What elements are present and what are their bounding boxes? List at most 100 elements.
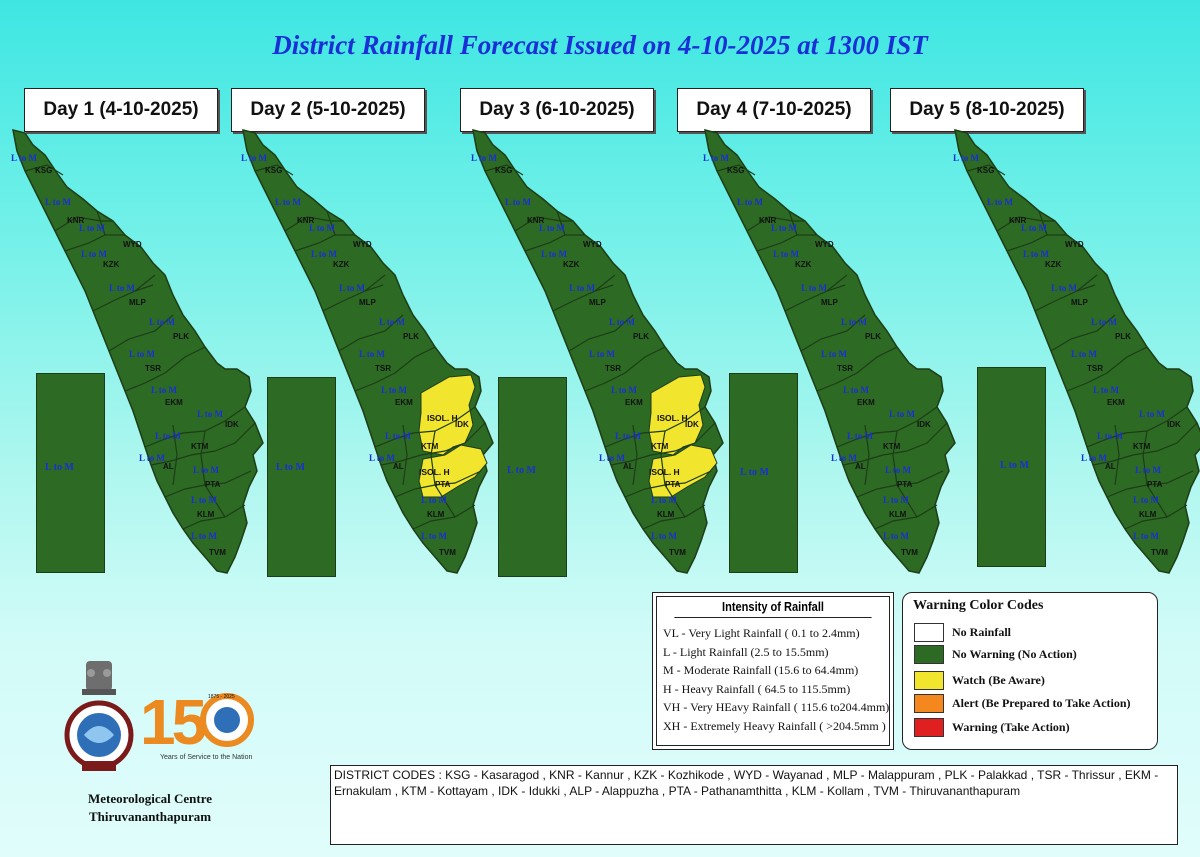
district-border-4 — [568, 314, 634, 352]
forecast-label-4: L to M — [801, 283, 828, 293]
intensity-legend-title: Intensity of Rainfall — [674, 597, 872, 618]
warning-item-warning: Warning (Take Action) — [914, 718, 1070, 737]
district-label-tsr: TSR — [837, 364, 853, 373]
swatch-no-rainfall — [914, 623, 944, 642]
forecast-label-3: L to M — [773, 249, 800, 259]
kerala-map-day-5: KSG KNR WYD KZK MLP PLK TSR EKM IDK KTM AL PTA KLM TV… — [953, 128, 1200, 574]
district-border-1 — [746, 216, 805, 232]
district-border-5 — [124, 346, 206, 392]
intensity-legend: Intensity of Rainfall VL - Very Light Ra… — [652, 592, 894, 750]
district-border-2 — [294, 234, 355, 252]
district-label-ekm: EKM — [165, 398, 183, 407]
swatch-warning — [914, 718, 944, 737]
district-label-klm: KLM — [197, 510, 215, 519]
forecast-label-6: L to M — [129, 349, 156, 359]
forecast-label-9: L to M — [847, 431, 874, 441]
forecast-label-10: L to M — [1081, 453, 1108, 463]
district-border-3 — [92, 284, 154, 312]
district-border-12 — [96, 210, 106, 236]
forecast-label-4: L to M — [1051, 283, 1078, 293]
district-label-tvm: TVM — [1151, 548, 1168, 557]
district-label-alp: AL — [393, 462, 404, 471]
warning-item-no-warning: No Warning (No Action) — [914, 645, 1077, 664]
district-border-0 — [24, 164, 64, 176]
anniversary-year-range: 1875 - 2025 — [208, 694, 235, 700]
day-1-header: Day 1 (4-10-2025) — [24, 88, 218, 132]
district-label-ksg: KSG — [727, 166, 744, 175]
warning-label-warning: Warning (Take Action) — [952, 720, 1070, 734]
forecast-label-1: L to M — [505, 197, 532, 207]
district-border-4 — [1050, 314, 1116, 352]
forecast-label-7: L to M — [1093, 385, 1120, 395]
forecast-label-0: L to M — [953, 153, 980, 163]
forecast-label-10: L to M — [369, 453, 396, 463]
intensity-row-xh: XH - Extremely Heavy Rainfall ( >204.5mm… — [663, 718, 886, 733]
intensity-row-m: M - Moderate Rainfall (15.6 to 64.4mm) — [663, 663, 859, 677]
forecast-label-5: L to M — [841, 317, 868, 327]
district-label-kzk: KZK — [333, 260, 350, 269]
district-border-11 — [200, 430, 226, 518]
org-line-2: Thiruvananthapuram — [88, 809, 212, 824]
district-border-7 — [150, 422, 256, 466]
kerala-map-day-2: KSG KNR WYD KZK MLP PLK TSR EKM IDK KTM AL PTA KLM TV… — [241, 128, 494, 574]
district-border-6 — [1086, 406, 1188, 448]
warning-legend-title: Warning Color Codes — [913, 598, 1044, 613]
anniversary-tagline: Years of Service to the Nation — [160, 754, 253, 761]
kerala-outline — [704, 128, 956, 574]
district-border-6 — [144, 406, 246, 448]
district-label-kzk: KZK — [1045, 260, 1062, 269]
district-border-7 — [1092, 422, 1198, 466]
district-label-ekm: EKM — [625, 398, 643, 407]
warning-label-no-warning: No Warning (No Action) — [952, 647, 1077, 661]
district-border-3 — [1034, 284, 1096, 312]
forecast-label-6: L to M — [359, 349, 386, 359]
forecast-label-4: L to M — [339, 283, 366, 293]
page-title: District Rainfall Forecast Issued on 4-1… — [272, 30, 928, 60]
district-border-11 — [892, 430, 918, 518]
district-border-12 — [326, 210, 336, 236]
forecast-label-1: L to M — [275, 197, 302, 207]
forecast-label-0: L to M — [471, 153, 498, 163]
district-label-wyd: WYD — [123, 240, 142, 249]
forecast-label-13: L to M — [1133, 531, 1160, 541]
district-label-mlp: MLP — [359, 298, 377, 307]
anniversary-seal-icon — [200, 693, 254, 747]
district-border-10 — [864, 424, 870, 486]
forecast-label-1: L to M — [737, 197, 764, 207]
district-label-idk: IDK — [685, 420, 699, 429]
isol-label-pta: ISOL. H — [419, 467, 450, 477]
forecast-label-5: L to M — [609, 317, 636, 327]
district-border-9 — [182, 504, 246, 530]
forecast-label-9: L to M — [155, 431, 182, 441]
forecast-label-7: L to M — [151, 385, 178, 395]
district-label-wyd: WYD — [1065, 240, 1084, 249]
day-4-header: Day 4 (7-10-2025) — [677, 88, 871, 132]
forecast-label-3: L to M — [81, 249, 108, 259]
district-label-tvm: TVM — [901, 548, 918, 557]
district-border-13 — [1076, 274, 1098, 292]
district-label-alp: AL — [163, 462, 174, 471]
district-label-wyd: WYD — [353, 240, 372, 249]
district-border-13 — [364, 274, 386, 292]
district-label-knr: KNR — [67, 216, 85, 225]
forecast-label-12: L to M — [421, 495, 448, 505]
forecast-label-12: L to M — [651, 495, 678, 505]
forecast-label-2: L to M — [771, 223, 798, 233]
lakshadweep-day-5-label: L to M — [1000, 460, 1029, 471]
district-label-idk: IDK — [225, 420, 239, 429]
district-border-3 — [552, 284, 614, 312]
forecast-label-6: L to M — [821, 349, 848, 359]
forecast-label-9: L to M — [615, 431, 642, 441]
forecast-label-2: L to M — [539, 223, 566, 233]
district-border-11 — [660, 430, 686, 518]
district-border-0 — [484, 164, 524, 176]
district-border-10 — [1114, 424, 1120, 486]
district-border-1 — [284, 216, 343, 232]
district-border-9 — [412, 504, 476, 530]
district-label-kzk: KZK — [103, 260, 120, 269]
district-label-tvm: TVM — [439, 548, 456, 557]
district-label-knr: KNR — [1009, 216, 1027, 225]
forecast-label-13: L to M — [421, 531, 448, 541]
forecast-label-0: L to M — [241, 153, 268, 163]
district-label-tsr: TSR — [145, 364, 161, 373]
